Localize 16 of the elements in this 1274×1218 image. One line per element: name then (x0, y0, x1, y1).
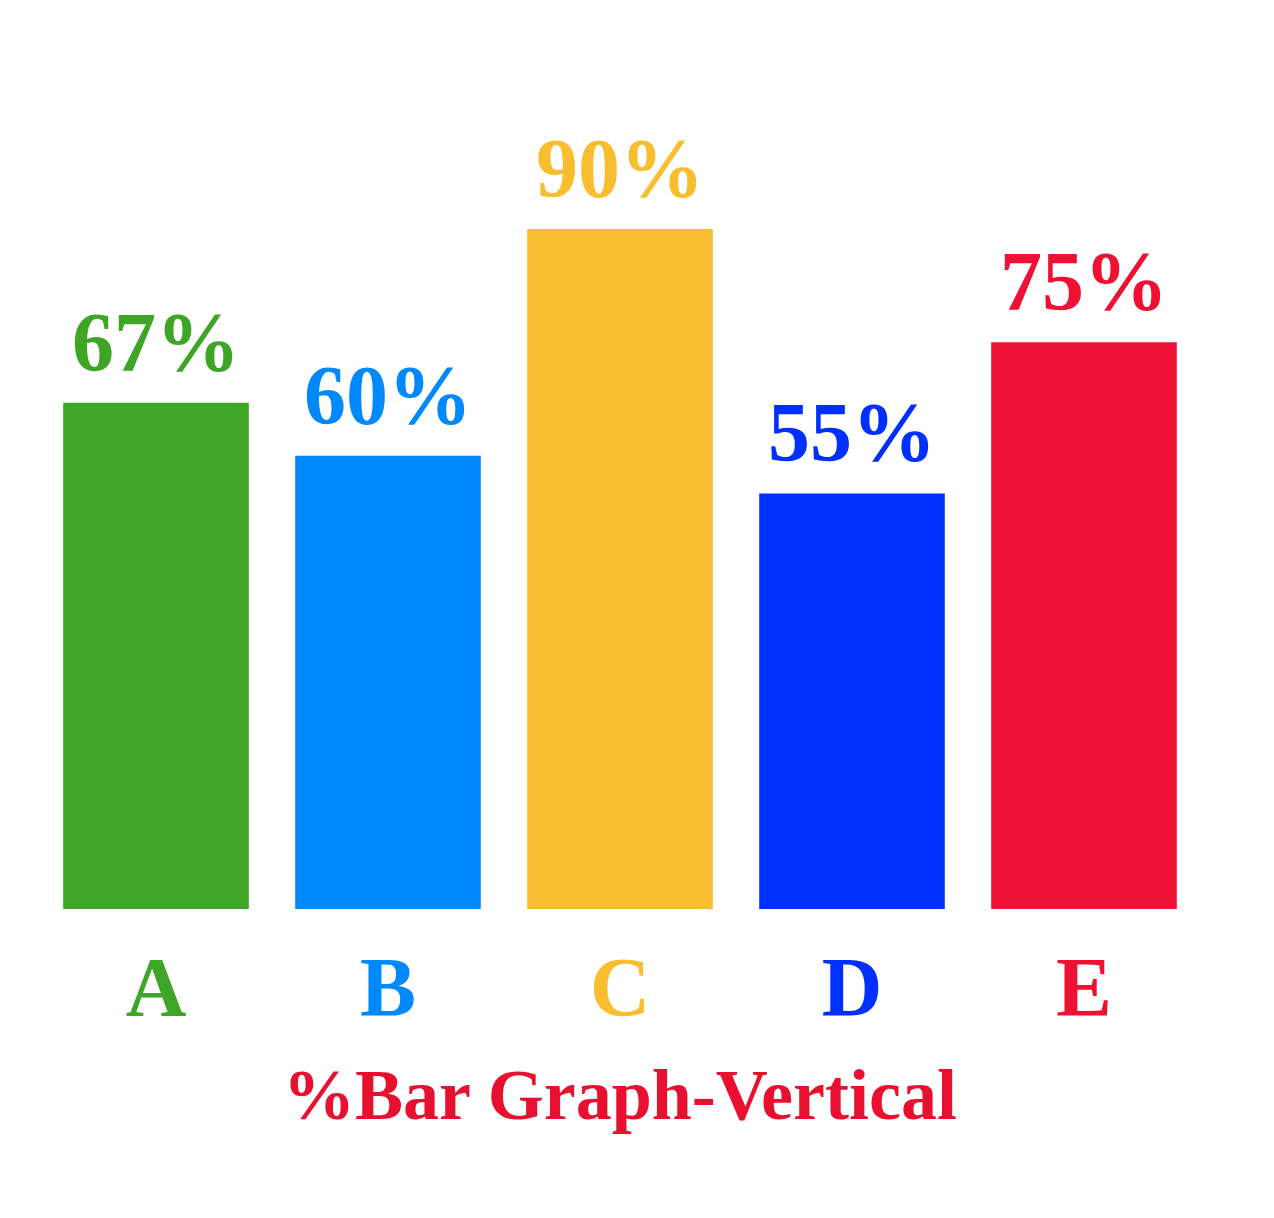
x-tick-label: A (125, 940, 187, 1034)
x-tick-label: C (589, 940, 651, 1034)
text: %Bar Graph-Vertical (283, 1055, 957, 1135)
bar (527, 229, 713, 909)
data-label: 67% (72, 295, 240, 389)
x-tick-label: E (1055, 940, 1113, 1034)
bar (991, 342, 1177, 909)
data-label: 55% (768, 386, 936, 480)
x-tick-label: D (821, 940, 883, 1034)
data-label: 60% (304, 348, 472, 442)
bar (295, 455, 481, 909)
x-tick-label: B (359, 940, 417, 1034)
data-label: 90% (536, 122, 704, 215)
data-label: 75% (1000, 235, 1168, 329)
bar (63, 402, 249, 909)
bar (759, 493, 945, 909)
